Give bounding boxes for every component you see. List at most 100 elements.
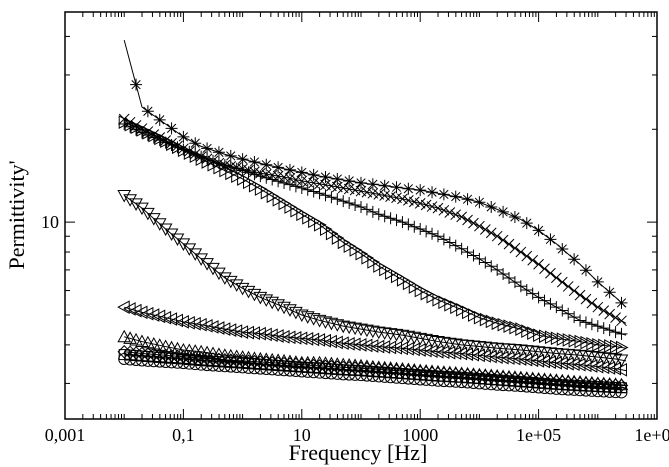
circle-marker: [207, 359, 219, 372]
x-tick-label: 1e+07: [634, 425, 669, 445]
triangle-left-marker: [490, 350, 503, 364]
circle-marker: [201, 359, 214, 372]
x-marker: [509, 242, 521, 254]
circle-marker: [165, 356, 178, 369]
triangle-down-marker: [283, 304, 297, 317]
triangle-down-marker: [271, 299, 285, 312]
asterisk-marker: [426, 186, 439, 199]
triangle-down-marker: [229, 279, 244, 292]
triangle-down-marker: [306, 313, 321, 326]
circle-marker: [473, 377, 486, 390]
triangle-left-marker: [211, 321, 225, 335]
series-fit-line: [124, 336, 627, 386]
triangle-down-marker: [253, 291, 268, 305]
triangle-down-marker: [395, 329, 410, 343]
series-triangle-left: [117, 300, 627, 377]
circle-marker: [526, 381, 539, 394]
triangle-left-marker: [241, 325, 255, 340]
asterisk-marker: [130, 78, 143, 91]
triangle-down-marker: [330, 319, 345, 332]
triangle-down-marker: [123, 194, 137, 207]
x-tick-label: 0,001: [45, 425, 86, 445]
asterisk-marker: [153, 113, 166, 126]
circle-marker: [337, 368, 350, 381]
triangle-down-marker: [354, 323, 368, 337]
circle-marker: [491, 378, 504, 391]
triangle-left-marker: [371, 339, 385, 354]
plus-marker: [402, 218, 415, 231]
triangle-left-marker: [282, 330, 296, 345]
plus-marker: [390, 214, 403, 227]
x-marker: [503, 238, 515, 250]
triangle-left-marker: [271, 329, 284, 343]
plus-marker: [319, 189, 332, 202]
asterisk-marker: [473, 196, 486, 209]
asterisk-marker: [272, 161, 285, 174]
circle-marker: [538, 381, 551, 394]
circle-marker: [420, 373, 433, 386]
series-triangle-down: [117, 189, 629, 368]
circle-marker: [390, 371, 403, 384]
triangle-down-marker: [194, 253, 209, 266]
plus-marker: [550, 301, 563, 314]
series-plus: [118, 118, 628, 340]
triangle-up-marker: [135, 334, 149, 348]
triangle-up-marker: [117, 329, 132, 343]
asterisk-marker: [579, 264, 592, 277]
x-marker: [580, 293, 592, 305]
asterisk-marker: [366, 178, 379, 191]
plus-marker: [272, 175, 285, 188]
circle-marker: [343, 368, 356, 381]
series-fit-line: [123, 121, 627, 349]
plus-marker: [532, 291, 545, 304]
circle-marker: [307, 366, 320, 379]
triangle-down-marker: [289, 306, 303, 320]
triangle-left-marker: [229, 324, 243, 338]
triangle-down-marker: [241, 285, 256, 299]
circle-marker: [183, 357, 196, 370]
asterisk-marker: [591, 275, 604, 288]
asterisk-marker: [485, 200, 498, 213]
triangle-left-marker: [472, 348, 485, 363]
triangle-down-marker: [182, 243, 197, 256]
plus-marker: [355, 200, 367, 213]
asterisk-marker: [355, 176, 367, 189]
circle-marker: [615, 386, 628, 399]
plus-marker: [295, 182, 308, 195]
triangle-left-marker: [496, 350, 509, 365]
series-circle: [118, 352, 628, 399]
plus-marker: [283, 178, 296, 191]
triangle-left-marker: [543, 355, 556, 369]
triangle-left-marker: [359, 338, 373, 353]
x-marker: [610, 312, 621, 324]
triangle-up-marker: [123, 331, 137, 344]
circle-marker: [159, 355, 172, 368]
circle-marker: [171, 356, 184, 369]
triangle-left-marker: [194, 317, 207, 332]
triangle-left-marker: [205, 320, 219, 334]
plus-marker: [396, 216, 409, 229]
triangle-left-marker: [353, 338, 367, 352]
asterisk-marker: [497, 205, 510, 218]
triangle-down-marker: [312, 314, 327, 328]
triangle-down-marker: [300, 311, 315, 324]
triangle-down-marker: [324, 317, 339, 331]
x-marker: [408, 196, 420, 208]
circle-marker: [313, 366, 326, 379]
triangle-left-marker: [419, 343, 432, 358]
x-marker: [474, 220, 485, 232]
circle-marker: [355, 369, 367, 382]
triangle-down-marker: [413, 332, 428, 346]
x-tick-label: 10: [293, 425, 311, 445]
x-marker: [432, 202, 444, 214]
circle-marker: [437, 375, 450, 388]
plot-frame: [64, 11, 658, 420]
triangle-down-marker: [217, 272, 232, 285]
triangle-down-marker: [360, 324, 374, 338]
triangle-down-marker: [117, 189, 132, 203]
triangle-left-marker: [436, 345, 450, 360]
x-marker: [539, 263, 550, 275]
plus-marker: [266, 173, 279, 186]
triangle-left-marker: [567, 357, 580, 372]
triangle-left-marker: [413, 343, 426, 357]
